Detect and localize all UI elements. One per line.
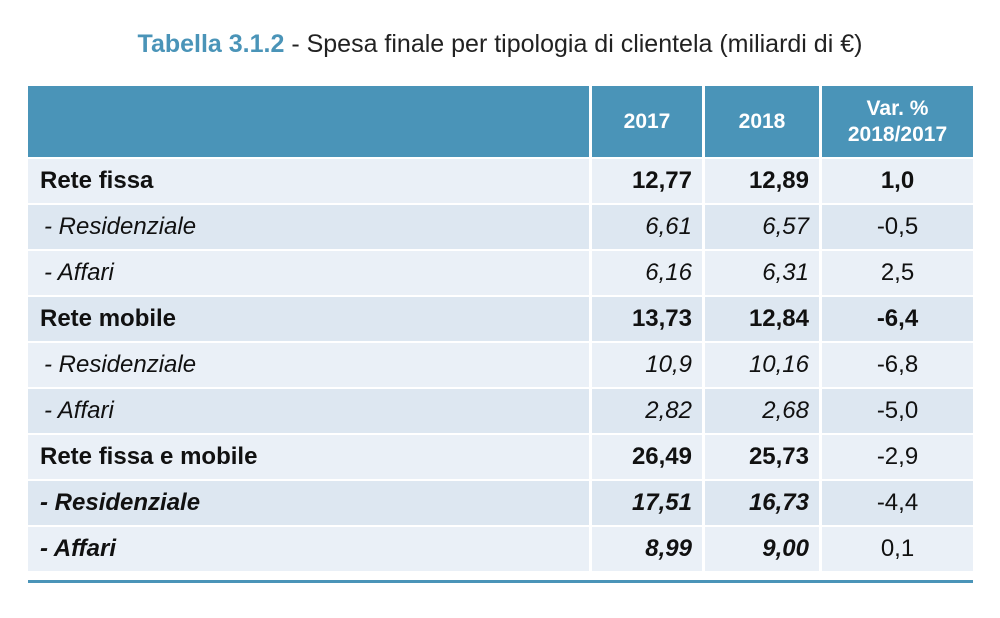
value-2018: 12,84 (705, 297, 819, 341)
table-bottom-rule (28, 580, 973, 583)
value-var: -4,4 (822, 481, 973, 525)
value-2018: 6,31 (705, 251, 819, 295)
value-2018: 6,57 (705, 205, 819, 249)
value-2017: 26,49 (592, 435, 702, 479)
value-2017: 2,82 (592, 389, 702, 433)
value-2017: 12,77 (592, 159, 702, 203)
header-2018: 2018 (705, 86, 819, 157)
row-label: - Affari (28, 251, 589, 295)
table-number: Tabella 3.1.2 (137, 30, 285, 58)
table-row: - Affari 8,99 9,00 0,1 (28, 527, 973, 571)
row-label: Rete fissa e mobile (28, 435, 589, 479)
row-label: - Residenziale (28, 205, 589, 249)
row-label: Rete fissa (28, 159, 589, 203)
table-row: - Residenziale 17,51 16,73 -4,4 (28, 481, 973, 525)
value-2017: 6,16 (592, 251, 702, 295)
table-caption: Tabella 3.1.2 - Spesa finale per tipolog… (0, 30, 1000, 59)
row-label: - Residenziale (28, 481, 589, 525)
table-row: Rete fissa 12,77 12,89 1,0 (28, 159, 973, 203)
table-header-row: 2017 2018 Var. % 2018/2017 (28, 86, 973, 157)
value-var: -0,5 (822, 205, 973, 249)
data-table: 2017 2018 Var. % 2018/2017 Rete fissa 12… (28, 86, 973, 573)
table-row: - Affari 2,82 2,68 -5,0 (28, 389, 973, 433)
value-2017: 6,61 (592, 205, 702, 249)
row-label: Rete mobile (28, 297, 589, 341)
table-row: - Residenziale 10,9 10,16 -6,8 (28, 343, 973, 387)
header-2017: 2017 (592, 86, 702, 157)
value-var: -5,0 (822, 389, 973, 433)
row-label: - Affari (28, 389, 589, 433)
value-2017: 17,51 (592, 481, 702, 525)
header-var: Var. % 2018/2017 (822, 86, 973, 157)
table-row: Rete mobile 13,73 12,84 -6,4 (28, 297, 973, 341)
value-2018: 25,73 (705, 435, 819, 479)
value-var: 0,1 (822, 527, 973, 571)
value-var: 2,5 (822, 251, 973, 295)
value-2018: 10,16 (705, 343, 819, 387)
value-2018: 2,68 (705, 389, 819, 433)
value-2018: 16,73 (705, 481, 819, 525)
table-row: - Affari 6,16 6,31 2,5 (28, 251, 973, 295)
header-var-line2: 2018/2017 (847, 122, 948, 146)
row-label: - Residenziale (28, 343, 589, 387)
value-2018: 12,89 (705, 159, 819, 203)
table-row: - Residenziale 6,61 6,57 -0,5 (28, 205, 973, 249)
value-2017: 8,99 (592, 527, 702, 571)
value-var: -2,9 (822, 435, 973, 479)
value-2018: 9,00 (705, 527, 819, 571)
header-var-line1: Var. % (866, 96, 929, 120)
value-2017: 10,9 (592, 343, 702, 387)
value-2017: 13,73 (592, 297, 702, 341)
table-title: - Spesa finale per tipologia di clientel… (284, 30, 863, 58)
value-var: -6,8 (822, 343, 973, 387)
row-label: - Affari (28, 527, 589, 571)
table-row: Rete fissa e mobile 26,49 25,73 -2,9 (28, 435, 973, 479)
value-var: -6,4 (822, 297, 973, 341)
value-var: 1,0 (822, 159, 973, 203)
header-label-cell (28, 86, 589, 157)
